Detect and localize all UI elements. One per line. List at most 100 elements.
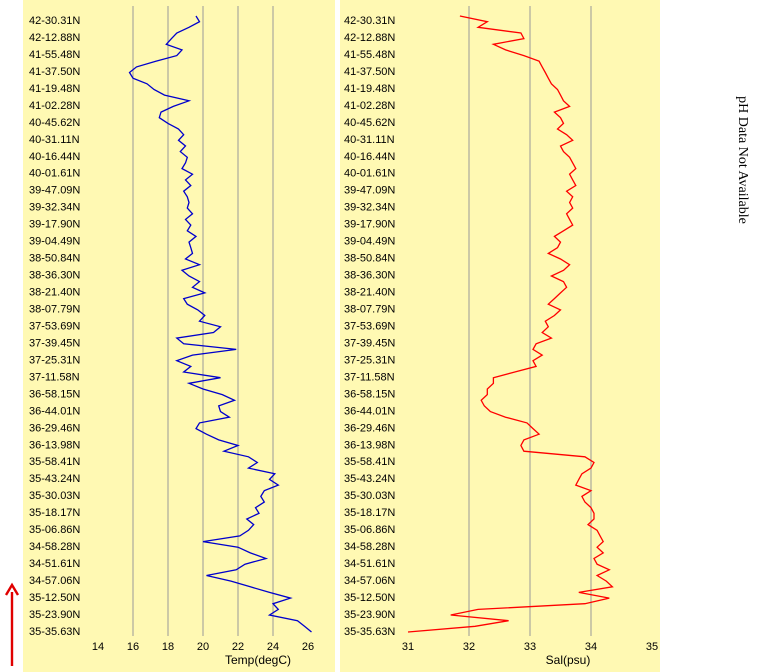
sal-latitude-label: 40-31.11N [344, 134, 395, 146]
temp-latitude-label: 41-19.48N [29, 83, 80, 95]
temp-latitude-label: 35-35.63N [29, 626, 80, 638]
salinity-x-axis-label: Sal(psu) [546, 653, 591, 667]
sal-latitude-label: 35-35.63N [344, 626, 395, 638]
temp-latitude-label: 37-53.69N [29, 320, 80, 332]
temp-x-tick-label: 26 [302, 641, 314, 653]
temp-latitude-label: 35-30.03N [29, 490, 80, 502]
temp-latitude-label: 38-07.79N [29, 303, 80, 315]
temp-latitude-label: 34-58.28N [29, 541, 80, 553]
sal-latitude-label: 36-29.46N [344, 422, 395, 434]
sal-latitude-label: 39-47.09N [344, 185, 395, 197]
sal-latitude-label: 38-21.40N [344, 287, 395, 299]
temp-x-tick-label: 22 [232, 641, 244, 653]
sal-latitude-label: 41-19.48N [344, 83, 395, 95]
temperature-x-axis-label: Temp(degC) [225, 653, 291, 667]
sal-latitude-label: 38-36.30N [344, 270, 395, 282]
up-arrow-icon [4, 582, 20, 666]
temp-latitude-label: 40-31.11N [29, 134, 80, 146]
temp-latitude-label: 40-01.61N [29, 168, 80, 180]
salinity-panel: 42-30.31N 42-12.88N 41-55.48N 41-37.50N 41-1… [340, 0, 660, 672]
sal-latitude-label: 35-06.86N [344, 524, 395, 536]
sal-latitude-label: 41-37.50N [344, 66, 395, 78]
sal-latitude-label: 38-07.79N [344, 303, 395, 315]
ph-unavailable-note: pH Data Not Available [735, 96, 750, 224]
sal-latitude-label: 34-51.61N [344, 558, 395, 570]
temp-latitude-label: 41-55.48N [29, 49, 80, 61]
temp-latitude-label: 40-16.44N [29, 151, 80, 163]
salinity-chart: 42-30.31N 42-12.88N 41-55.48N 41-37.50N 41-1… [344, 6, 658, 667]
temp-latitude-label: 37-39.45N [29, 337, 80, 349]
sal-latitude-label: 37-25.31N [344, 354, 395, 366]
sal-latitude-label: 36-13.98N [344, 439, 395, 451]
temp-latitude-label: 35-58.41N [29, 456, 80, 468]
temp-latitude-label: 36-44.01N [29, 405, 80, 417]
temp-latitude-label: 38-21.40N [29, 287, 80, 299]
temp-latitude-label: 34-57.06N [29, 575, 80, 587]
sal-latitude-label: 39-17.90N [344, 219, 395, 231]
temp-latitude-label: 42-12.88N [29, 32, 80, 44]
sal-latitude-label: 37-53.69N [344, 320, 395, 332]
temperature-x-ticks: 14 16 18 20 22 24 26 [92, 641, 314, 653]
temp-latitude-label: 39-32.34N [29, 202, 80, 214]
salinity-series-line [407, 15, 614, 633]
sal-x-tick-label: 34 [585, 641, 597, 653]
temp-latitude-label: 42-30.31N [29, 15, 80, 27]
temp-latitude-label: 37-11.58N [29, 371, 80, 383]
sal-latitude-label: 34-58.28N [344, 541, 395, 553]
temp-latitude-label: 36-58.15N [29, 388, 80, 400]
temperature-panel: 42-30.31N 42-12.88N 41-55.48N 41-37.50N 41-1… [23, 0, 335, 672]
temp-x-tick-label: 14 [92, 641, 104, 653]
temp-latitude-label: 39-04.49N [29, 236, 80, 248]
sal-latitude-label: 36-44.01N [344, 405, 395, 417]
temp-x-tick-label: 16 [127, 641, 139, 653]
temp-latitude-label: 39-47.09N [29, 185, 80, 197]
sal-x-tick-label: 33 [524, 641, 536, 653]
temperature-latitude-labels: 42-30.31N 42-12.88N 41-55.48N 41-37.50N 41-1… [29, 15, 80, 638]
temp-latitude-label: 35-43.24N [29, 473, 80, 485]
salinity-grid [468, 6, 592, 636]
temp-x-tick-label: 20 [197, 641, 209, 653]
temp-latitude-label: 37-25.31N [29, 354, 80, 366]
sal-latitude-label: 41-02.28N [344, 100, 395, 112]
sal-x-tick-label: 32 [463, 641, 475, 653]
temp-latitude-label: 35-12.50N [29, 592, 80, 604]
temp-latitude-label: 36-29.46N [29, 422, 80, 434]
sal-latitude-label: 42-12.88N [344, 32, 395, 44]
sal-latitude-label: 39-04.49N [344, 236, 395, 248]
sal-latitude-label: 35-30.03N [344, 490, 395, 502]
sal-latitude-label: 38-50.84N [344, 253, 395, 265]
sal-latitude-label: 35-58.41N [344, 456, 395, 468]
sal-latitude-label: 39-32.34N [344, 202, 395, 214]
temp-latitude-label: 38-50.84N [29, 253, 80, 265]
sal-latitude-label: 40-16.44N [344, 151, 395, 163]
sal-latitude-label: 42-30.31N [344, 15, 395, 27]
sal-latitude-label: 35-23.90N [344, 609, 395, 621]
sal-latitude-label: 34-57.06N [344, 575, 395, 587]
sal-latitude-label: 37-11.58N [344, 371, 395, 383]
temp-latitude-label: 41-02.28N [29, 100, 80, 112]
temp-latitude-label: 35-18.17N [29, 507, 80, 519]
temp-latitude-label: 35-06.86N [29, 524, 80, 536]
sal-latitude-label: 35-12.50N [344, 592, 395, 604]
temp-x-tick-label: 24 [267, 641, 279, 653]
temp-latitude-label: 40-45.62N [29, 117, 80, 129]
sal-latitude-label: 40-01.61N [344, 168, 395, 180]
temp-latitude-label: 35-23.90N [29, 609, 80, 621]
sal-latitude-label: 35-43.24N [344, 473, 395, 485]
temp-latitude-label: 39-17.90N [29, 219, 80, 231]
temperature-series-line [128, 15, 312, 633]
sal-latitude-label: 35-18.17N [344, 507, 395, 519]
sal-latitude-label: 36-58.15N [344, 388, 395, 400]
temp-latitude-label: 41-37.50N [29, 66, 80, 78]
salinity-x-ticks: 31 32 33 34 35 [402, 641, 658, 653]
sal-x-tick-label: 35 [646, 641, 658, 653]
temperature-grid [132, 6, 274, 636]
sal-latitude-label: 37-39.45N [344, 337, 395, 349]
salinity-latitude-labels: 42-30.31N 42-12.88N 41-55.48N 41-37.50N 41-1… [344, 15, 395, 638]
temperature-chart: 42-30.31N 42-12.88N 41-55.48N 41-37.50N 41-1… [29, 6, 314, 667]
temp-latitude-label: 36-13.98N [29, 439, 80, 451]
sal-latitude-label: 41-55.48N [344, 49, 395, 61]
temp-latitude-label: 38-36.30N [29, 270, 80, 282]
sal-latitude-label: 40-45.62N [344, 117, 395, 129]
temp-x-tick-label: 18 [162, 641, 174, 653]
